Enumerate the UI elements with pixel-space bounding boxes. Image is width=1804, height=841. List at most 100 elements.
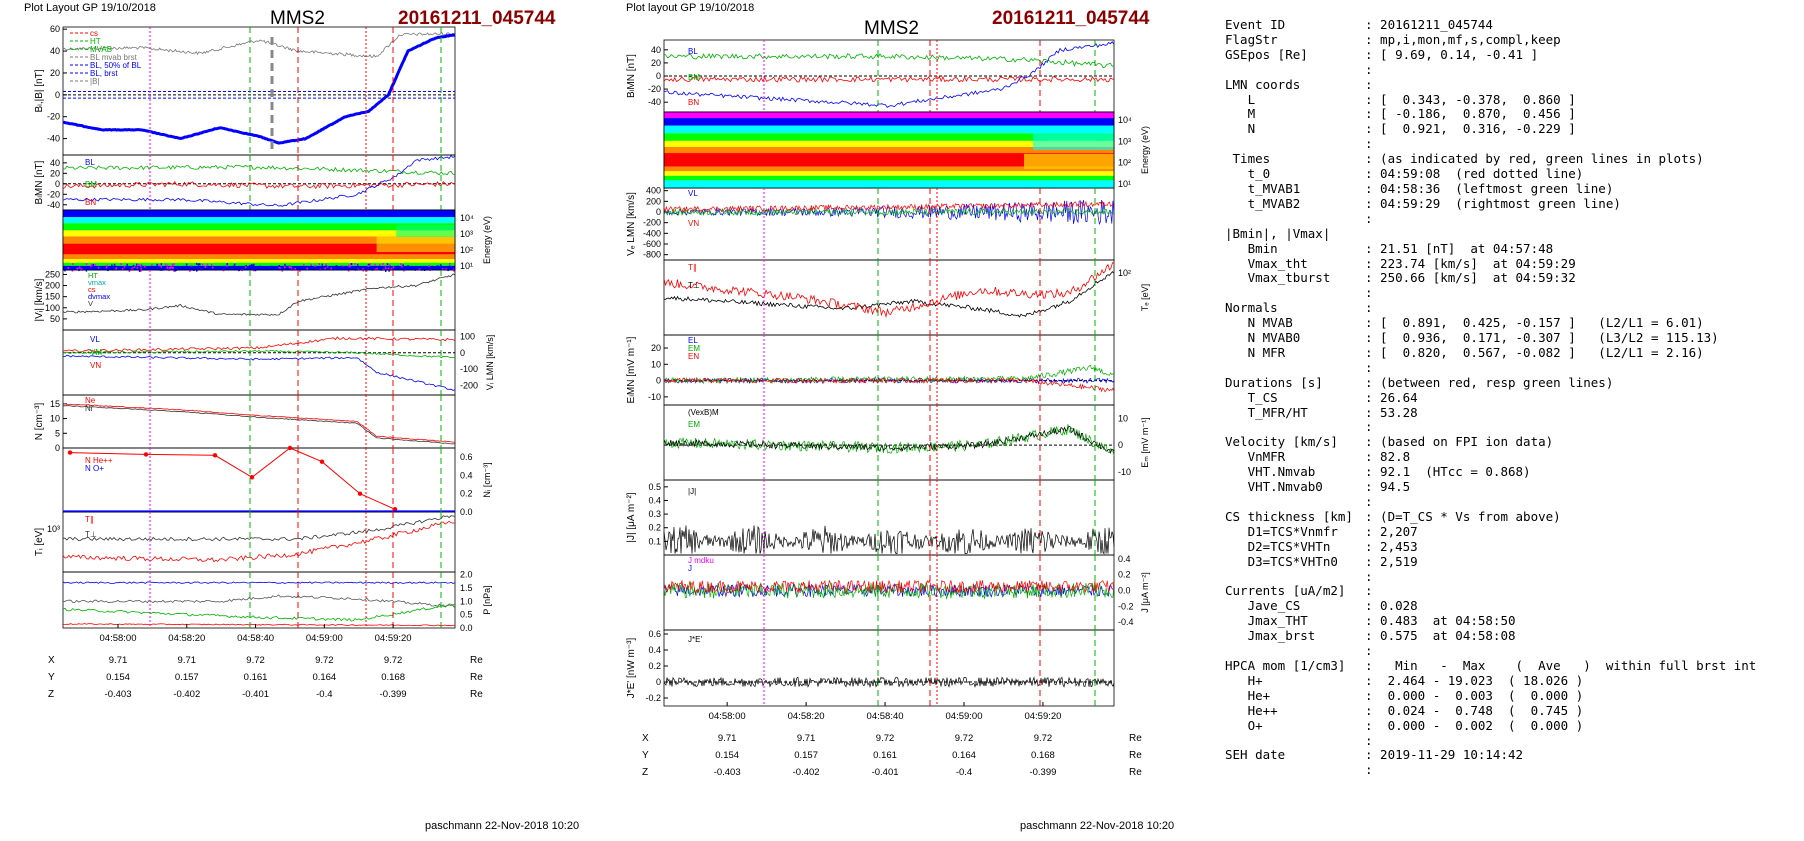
spectrogram-pixel: [259, 265, 261, 268]
spectrogram-pixel: [310, 265, 312, 268]
spectrogram-pixel: [445, 268, 447, 271]
y-tick-label: 10: [50, 414, 60, 424]
spectrogram-pixel: [288, 266, 291, 269]
info-row: CS thickness [km]: (D=T_CS * Vs from abo…: [1225, 509, 1756, 525]
spectrogram-pixel: [190, 265, 193, 268]
right-tick-label: -200: [460, 380, 478, 390]
legend-label: BM: [688, 73, 700, 82]
spectrogram-pixel: [173, 263, 175, 266]
right-tick-label: 0.5: [460, 610, 473, 620]
legend-label: BL, brst: [90, 69, 118, 78]
spectrogram-pixel: [199, 266, 201, 269]
right-tick-label: 2.0: [460, 570, 473, 580]
y-tick-label: 50: [50, 314, 60, 324]
spectrogram-pixel: [160, 263, 163, 266]
info-key: Currents [uA/m2]: [1225, 583, 1346, 599]
y-tick-label: -40: [648, 97, 661, 107]
info-row: Times: (as indicated by red, green lines…: [1225, 151, 1756, 167]
y-tick-label: 0.6: [648, 629, 661, 639]
coord-label: Z: [48, 689, 54, 700]
info-value: : 21.51 [nT] at 04:57:48: [1365, 240, 1554, 256]
coord-value: -0.399: [380, 689, 407, 700]
x-tick-label: 04:58:00: [100, 633, 137, 644]
coord-value: -0.4: [956, 767, 972, 778]
spectrogram-pixel: [385, 267, 387, 270]
info-key: Vmax_tht: [1225, 255, 1308, 271]
right-tick-label: 0.2: [1118, 570, 1131, 580]
spectrogram-pixel: [133, 265, 136, 268]
spectrogram-pixel: [245, 265, 247, 268]
right-tick-label: 0.0: [460, 507, 473, 517]
info-value: : mp,i,mon,mf,s,compl,keep: [1365, 31, 1561, 47]
coord-value: -0.401: [872, 767, 899, 778]
spectrogram-pixel: [369, 263, 371, 266]
info-value: : (as indicated by red, green lines in p…: [1365, 151, 1704, 167]
legend-label: T∥: [688, 263, 697, 272]
x-tick-label: 04:59:20: [1024, 711, 1061, 722]
spectrogram-pixel: [169, 267, 171, 270]
y-tick-label: 400: [646, 186, 661, 196]
legend-label: MVAB: [90, 45, 112, 54]
legend-label: VL: [688, 189, 698, 198]
info-key: [1225, 763, 1365, 778]
spectrogram-pixel: [354, 267, 356, 270]
spectrogram-band: [63, 259, 455, 263]
legend-label: EN: [688, 352, 699, 361]
info-value: : 04:59:08 (red dotted line): [1365, 166, 1584, 182]
info-value: :: [1365, 76, 1373, 92]
spectrogram-pixel: [92, 264, 95, 267]
legend-label: BL mvab brst: [90, 53, 138, 62]
coord-value: -0.399: [1029, 767, 1056, 778]
legend-label: J: [688, 564, 692, 573]
info-value: : [ 0.343, -0.378, 0.860 ]: [1365, 91, 1576, 107]
y-axis-label: BₗMN [nT]: [626, 54, 637, 98]
spectrogram-pixel: [139, 269, 142, 272]
info-row: T_MFR/HT: 53.28: [1225, 405, 1756, 421]
left-panel-frame: [62, 571, 456, 629]
spectrogram-band: [1024, 153, 1114, 169]
info-value: : 94.5: [1365, 479, 1411, 495]
he-line: [69, 447, 396, 510]
legend-label: EM: [688, 420, 700, 429]
info-row: O+: 0.000 - 0.002 ( 0.000 ): [1225, 718, 1756, 734]
legend-label: N He++: [85, 456, 113, 465]
info-row: Durations [s]: (between red, resp green …: [1225, 375, 1756, 391]
info-value: : [ 0.820, 0.567, -0.082 ] (L2/L1 = 2.16…: [1365, 344, 1704, 360]
spectrogram-band: [1033, 127, 1114, 150]
spectrogram-band: [63, 265, 455, 270]
spectrogram-pixel: [80, 268, 83, 271]
spectrogram-pixel: [413, 268, 415, 271]
spectrogram-pixel: [64, 269, 66, 272]
info-value: :: [1365, 136, 1373, 152]
coord-value: 9.72: [955, 733, 974, 744]
spectrogram-pixel: [232, 265, 235, 268]
info-row: Jave_CS: 0.028: [1225, 598, 1756, 614]
coord-value: -0.401: [242, 689, 269, 700]
coord-value: -0.402: [173, 689, 200, 700]
y-axis-label: EₗMN [mV m⁻¹]: [626, 336, 637, 403]
legend-label: V: [88, 299, 93, 308]
info-key: [1225, 286, 1365, 301]
y-tick-label: 0.2: [648, 661, 661, 671]
spectrogram-pixel: [232, 266, 235, 269]
y-tick-label: -20: [47, 112, 60, 122]
spectrogram-pixel: [164, 263, 167, 266]
y-axis-label: N [cm⁻³]: [34, 403, 45, 441]
coord-unit: Re: [1129, 733, 1142, 744]
info-row: LMN coords:: [1225, 76, 1756, 93]
info-row: Vmax_tht: 223.74 [km/s] at 04:59:29: [1225, 255, 1756, 272]
spectrogram-pixel: [365, 269, 368, 272]
right-axis-label: P [nPa]: [482, 585, 492, 614]
spectrogram-band: [664, 118, 1114, 126]
coord-value: 9.72: [315, 655, 334, 666]
spectrogram-pixel: [374, 263, 376, 266]
legend-label: |J|: [688, 487, 696, 496]
info-key: N: [1225, 121, 1256, 137]
info-value: : 82.8: [1365, 449, 1411, 465]
legend-label: J*E': [688, 635, 702, 644]
spectrogram-pixel: [195, 262, 198, 265]
middle-plot-layout-label: Plot layout GP 19/10/2018: [626, 2, 755, 14]
info-key: VHT.Nmvab: [1225, 464, 1316, 480]
y-tick-label: -0.2: [645, 693, 661, 703]
spectrogram-pixel: [378, 263, 381, 266]
